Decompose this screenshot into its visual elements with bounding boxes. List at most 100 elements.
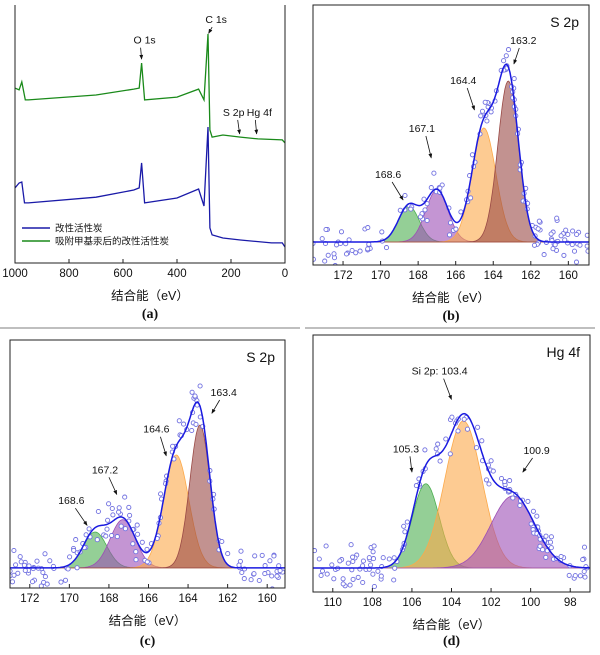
data-point bbox=[116, 505, 122, 511]
peak-annotation: 105.3 bbox=[393, 443, 419, 455]
data-point bbox=[313, 548, 318, 554]
data-point bbox=[225, 551, 231, 557]
data-point bbox=[366, 555, 372, 561]
data-point bbox=[528, 521, 534, 527]
data-point bbox=[325, 252, 331, 258]
data-point bbox=[134, 522, 140, 528]
data-point bbox=[316, 556, 322, 562]
data-point bbox=[584, 243, 589, 249]
data-point bbox=[355, 574, 361, 580]
data-point bbox=[443, 436, 449, 442]
x-axis-label: 结合能（eV） bbox=[109, 613, 187, 628]
data-point bbox=[133, 557, 139, 563]
data-point bbox=[122, 494, 128, 500]
data-point bbox=[262, 563, 268, 569]
data-point bbox=[484, 118, 490, 124]
data-point bbox=[343, 251, 350, 257]
peak-annotation: 164.6 bbox=[143, 424, 169, 436]
data-point bbox=[402, 529, 408, 535]
data-point bbox=[337, 558, 343, 564]
data-point bbox=[251, 571, 257, 577]
peak-annotation: 163.4 bbox=[211, 387, 237, 399]
peak-annotation: 100.9 bbox=[523, 445, 549, 457]
data-point bbox=[42, 574, 48, 580]
plot-area bbox=[10, 383, 285, 588]
data-point bbox=[144, 559, 150, 565]
data-point bbox=[417, 214, 423, 220]
peak-annotation: 167.2 bbox=[92, 464, 118, 476]
data-point bbox=[543, 533, 549, 539]
data-point bbox=[570, 228, 576, 234]
data-point bbox=[269, 573, 275, 579]
data-point bbox=[503, 53, 509, 59]
data-point bbox=[383, 245, 390, 251]
data-point bbox=[74, 565, 80, 571]
panel-title: S 2p bbox=[246, 349, 275, 365]
axis-frame bbox=[14, 5, 286, 264]
data-point bbox=[455, 428, 461, 434]
data-point bbox=[189, 389, 195, 395]
panel-title: Hg 4f bbox=[547, 344, 581, 360]
peak-annotation: 168.6 bbox=[58, 495, 84, 507]
data-point bbox=[338, 229, 345, 235]
data-point bbox=[447, 451, 453, 457]
data-point bbox=[331, 576, 337, 582]
data-point bbox=[483, 477, 490, 483]
data-point bbox=[581, 544, 588, 550]
data-point bbox=[386, 556, 392, 562]
data-point bbox=[170, 443, 176, 449]
data-point bbox=[488, 458, 494, 464]
data-point bbox=[478, 113, 484, 119]
data-point bbox=[365, 225, 371, 231]
peak-annotation: 164.4 bbox=[450, 75, 476, 87]
data-point bbox=[44, 581, 50, 587]
annotation-arrow bbox=[409, 456, 414, 473]
data-point bbox=[331, 251, 337, 257]
data-point bbox=[584, 232, 589, 238]
data-point bbox=[371, 543, 377, 549]
panel-caption: (b) bbox=[442, 309, 459, 324]
panel-c: S 2p 172 170 168 166 164 162 160 结合能（eV） (c) 168.6… bbox=[9, 339, 286, 649]
data-point bbox=[176, 418, 182, 424]
data-point bbox=[447, 220, 454, 226]
data-point bbox=[318, 572, 324, 579]
data-point bbox=[424, 217, 430, 224]
data-point bbox=[319, 236, 325, 242]
data-point bbox=[577, 242, 583, 248]
data-point bbox=[353, 250, 359, 256]
panel-b: S 2p 172 170 168 166 164 162 160 结合能（eV） (b) 168.6… bbox=[312, 4, 590, 324]
data-point bbox=[548, 534, 554, 540]
data-point bbox=[360, 558, 366, 564]
x-tick-label: 172 bbox=[333, 270, 352, 282]
data-point bbox=[550, 246, 556, 252]
data-point bbox=[126, 504, 132, 510]
data-point bbox=[10, 573, 13, 579]
x-tick-label: 106 bbox=[402, 597, 421, 609]
data-point bbox=[65, 566, 71, 572]
data-point bbox=[135, 531, 141, 537]
data-point bbox=[86, 526, 92, 532]
data-point bbox=[580, 557, 586, 563]
data-point bbox=[269, 586, 275, 588]
data-point bbox=[378, 573, 384, 579]
data-point bbox=[10, 579, 16, 585]
data-point bbox=[360, 579, 366, 586]
data-point bbox=[453, 226, 459, 232]
data-point bbox=[248, 577, 254, 583]
data-point bbox=[118, 523, 124, 529]
data-point bbox=[572, 573, 578, 579]
data-point bbox=[370, 571, 376, 577]
data-point bbox=[446, 232, 453, 238]
data-point bbox=[401, 523, 407, 529]
x-tick-label: 108 bbox=[363, 597, 382, 609]
data-point bbox=[58, 579, 64, 585]
data-point bbox=[424, 201, 430, 207]
data-point bbox=[433, 446, 439, 452]
data-point bbox=[379, 229, 385, 235]
data-point bbox=[332, 263, 338, 265]
data-point bbox=[21, 562, 27, 568]
data-point bbox=[554, 215, 560, 221]
data-point bbox=[392, 565, 398, 571]
data-point bbox=[349, 247, 355, 254]
data-point bbox=[40, 569, 46, 576]
